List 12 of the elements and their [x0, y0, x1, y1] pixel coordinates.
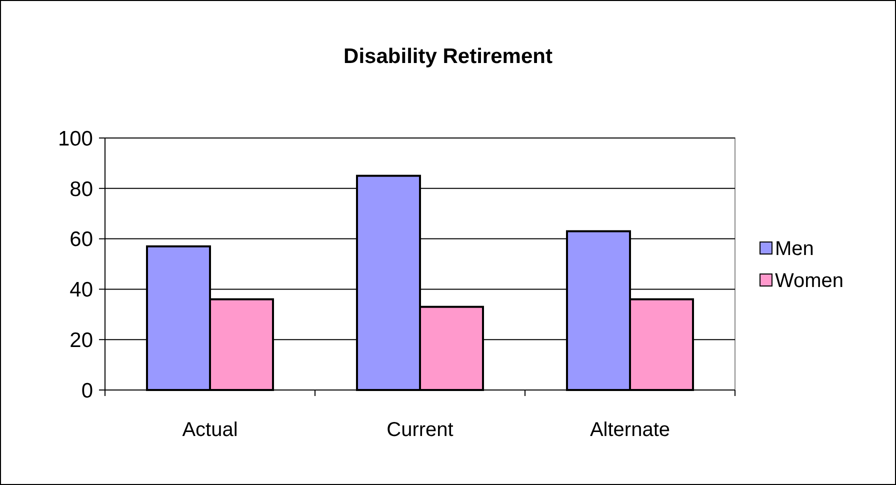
y-tick-label: 80 — [70, 178, 93, 201]
y-tick-label: 20 — [70, 328, 93, 352]
y-tick-label: 40 — [70, 278, 93, 302]
y-tick-label: 60 — [70, 228, 93, 252]
y-tick-label: 100 — [58, 127, 93, 150]
legend-label: Women — [775, 270, 844, 292]
chart-title: Disability Retirement — [344, 45, 552, 68]
y-tick-label: 0 — [81, 379, 93, 402]
x-tick-label: Actual — [182, 419, 238, 441]
legend-label: Men — [775, 238, 814, 260]
x-tick-label: Alternate — [590, 419, 670, 441]
x-tick-label: Current — [386, 419, 454, 441]
